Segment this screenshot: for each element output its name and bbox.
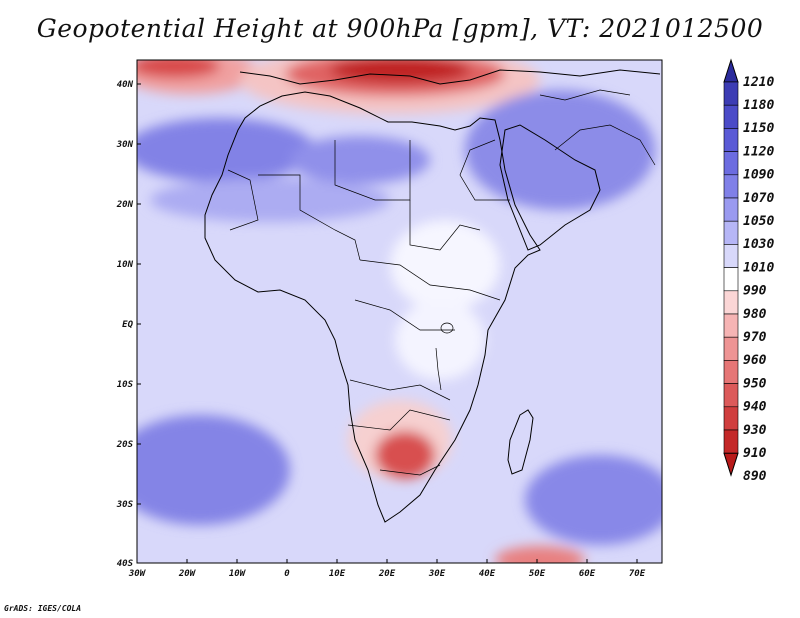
africa-coastline xyxy=(204,91,541,523)
colorbar-swatch xyxy=(723,267,739,292)
colorbar-label: 1090 xyxy=(743,168,774,183)
high-south-indian xyxy=(525,455,662,545)
lat-label: 10N xyxy=(117,260,134,270)
colorbar-label: 1010 xyxy=(743,260,774,275)
colorbar-swatch xyxy=(723,174,739,199)
lon-label: 60E xyxy=(579,569,596,579)
lake-victoria xyxy=(440,322,454,334)
high-west-africa xyxy=(150,178,390,222)
colorbar-swatch xyxy=(723,104,739,129)
lat-label: 30N xyxy=(116,140,134,150)
lat-label: 10S xyxy=(117,380,134,390)
lat-label: 40N xyxy=(117,80,134,90)
high-north-atlantic xyxy=(137,118,315,182)
colorbar-label: 1210 xyxy=(743,75,774,90)
colorbar-label: 1120 xyxy=(743,144,774,159)
colorbar-label: 1070 xyxy=(743,191,774,206)
low-east-africa xyxy=(390,220,500,310)
colorbar-swatch xyxy=(723,220,739,245)
colorbar-swatch xyxy=(723,383,739,408)
colorbar-swatch xyxy=(723,290,739,315)
colorbar-label: 970 xyxy=(743,330,767,345)
lat-label: 30S xyxy=(116,500,134,510)
colorbar-swatch xyxy=(723,336,739,361)
colorbar-label: 960 xyxy=(743,353,767,368)
lon-label: 30E xyxy=(428,569,446,579)
colorbar-label: 1180 xyxy=(743,98,774,113)
chart-title: Geopotential Height at 900hPa [gpm], VT:… xyxy=(36,14,764,43)
colorbar-swatch xyxy=(723,360,739,384)
colorbar-swatch xyxy=(723,151,739,176)
colorbar-swatch xyxy=(723,429,739,454)
low-core-mediterranean xyxy=(330,60,470,83)
map-panel xyxy=(137,60,662,563)
colorbar-label: 1030 xyxy=(743,237,774,252)
europe-coastline xyxy=(239,69,661,85)
colorbar-label: 1150 xyxy=(743,121,774,136)
arabia-coastline xyxy=(499,124,601,251)
lon-label: 30W xyxy=(128,569,147,579)
colorbar-swatch xyxy=(723,128,739,152)
colorbar-label: 930 xyxy=(743,423,767,438)
colorbar-label: 890 xyxy=(743,469,767,484)
height-field xyxy=(137,60,662,563)
colorbar-max-arrow xyxy=(723,58,739,83)
colorbar-swatch xyxy=(723,313,739,338)
map-frame xyxy=(136,59,663,564)
lat-label: 20N xyxy=(116,200,134,210)
lon-label: 50E xyxy=(529,569,546,579)
axis-ticks: 30W 20W 10W 0 10E 20E 30E 40E 50E 60E 70E 40N 30N 20N… xyxy=(116,80,646,579)
lat-label: EQ xyxy=(122,320,133,330)
colorbar-label: 910 xyxy=(743,446,767,461)
credit-text: GrADS: IGES/COLA xyxy=(4,604,82,613)
low-core-atlantic xyxy=(137,60,220,78)
high-south-atlantic xyxy=(137,415,290,525)
lat-label: 40S xyxy=(117,559,134,569)
colorbar-label: 990 xyxy=(743,284,767,299)
colorbar-swatch xyxy=(723,406,739,431)
lon-label: 70E xyxy=(629,569,646,579)
colorbar-label: 980 xyxy=(743,307,767,322)
lat-label: 20S xyxy=(116,440,134,450)
lon-label: 20W xyxy=(178,569,197,579)
colorbar-min-arrow xyxy=(723,452,739,477)
lon-label: 10W xyxy=(229,569,247,579)
country-borders xyxy=(227,89,656,476)
colorbar-swatch xyxy=(723,197,739,222)
colorbar-label: 940 xyxy=(743,400,767,415)
low-southern-ocean xyxy=(495,546,585,563)
lon-label: 10E xyxy=(329,569,346,579)
colorbar-label: 950 xyxy=(743,376,767,391)
colorbar-label: 1050 xyxy=(743,214,774,229)
high-sahara xyxy=(290,136,430,184)
colorbar-swatch xyxy=(723,244,739,268)
colorbar-swatch xyxy=(723,81,739,106)
low-core-southern-africa xyxy=(375,431,435,479)
low-great-lakes xyxy=(395,300,485,380)
lake-tanganyika xyxy=(435,347,442,391)
madagascar-coastline xyxy=(507,409,534,475)
lon-label: 0 xyxy=(284,569,290,579)
lon-label: 40E xyxy=(479,569,496,579)
lon-label: 20E xyxy=(378,569,396,579)
colorbar: 1210 1180 1150 1120 1090 1070 1050 1030 1010 990 9… xyxy=(723,58,774,484)
